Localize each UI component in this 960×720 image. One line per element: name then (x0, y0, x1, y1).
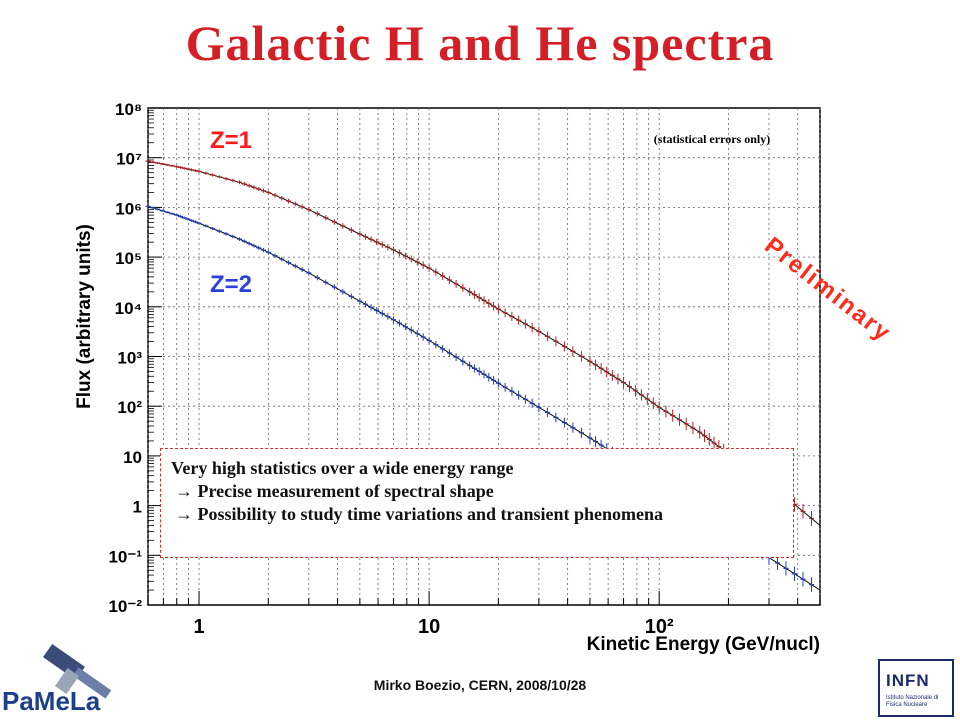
infn-logo-subtext: Istituto Nazionale di Fisica Nucleare (886, 695, 939, 708)
y-tick-label: 10⁶ (115, 199, 142, 218)
y-tick-label: 10² (117, 398, 142, 417)
note-line-1: Very high statistics over a wide energy … (171, 458, 514, 478)
note-line-2: → Precise measurement of spectral shape (175, 481, 494, 501)
infn-logo: INFN Istituto Nazionale di Fisica Nuclea… (878, 659, 954, 717)
y-tick-label: 10 (123, 448, 142, 467)
y-tick-label: 10³ (117, 349, 142, 368)
y-tick-label: 10⁸ (115, 100, 142, 119)
x-tick-label: 10² (645, 616, 674, 638)
y-tick-label: 10⁷ (116, 150, 142, 169)
stat-errors-annotation: (statistical errors only) (654, 132, 770, 146)
y-tick-label: 10⁻² (108, 597, 142, 616)
y-tick-label: 1 (133, 498, 142, 517)
note-line-3: → Possibility to study time variations a… (175, 504, 664, 524)
notes-box: Very high statistics over a wide energy … (160, 448, 794, 558)
series-label: Z=2 (210, 271, 252, 298)
x-tick-label: 1 (193, 616, 204, 638)
y-tick-label: 10⁻¹ (108, 547, 142, 566)
x-axis-label: Kinetic Energy (GeV/nucl) (587, 634, 820, 655)
infn-logo-text: INFN (886, 671, 930, 690)
pamela-logo-text: PaMeLa (2, 686, 101, 716)
y-axis-label: Flux (arbitrary units) (74, 224, 95, 409)
satellite-icon (43, 643, 112, 699)
y-tick-label: 10⁵ (115, 249, 142, 268)
y-tick-label: 10⁴ (115, 299, 142, 318)
pamela-logo: PaMeLa (2, 643, 112, 716)
x-tick-label: 10 (418, 616, 440, 638)
slide-title: Galactic H and He spectra (185, 15, 775, 71)
series-label: Z=1 (210, 127, 252, 154)
footer-credit: Mirko Boezio, CERN, 2008/10/28 (373, 677, 587, 693)
